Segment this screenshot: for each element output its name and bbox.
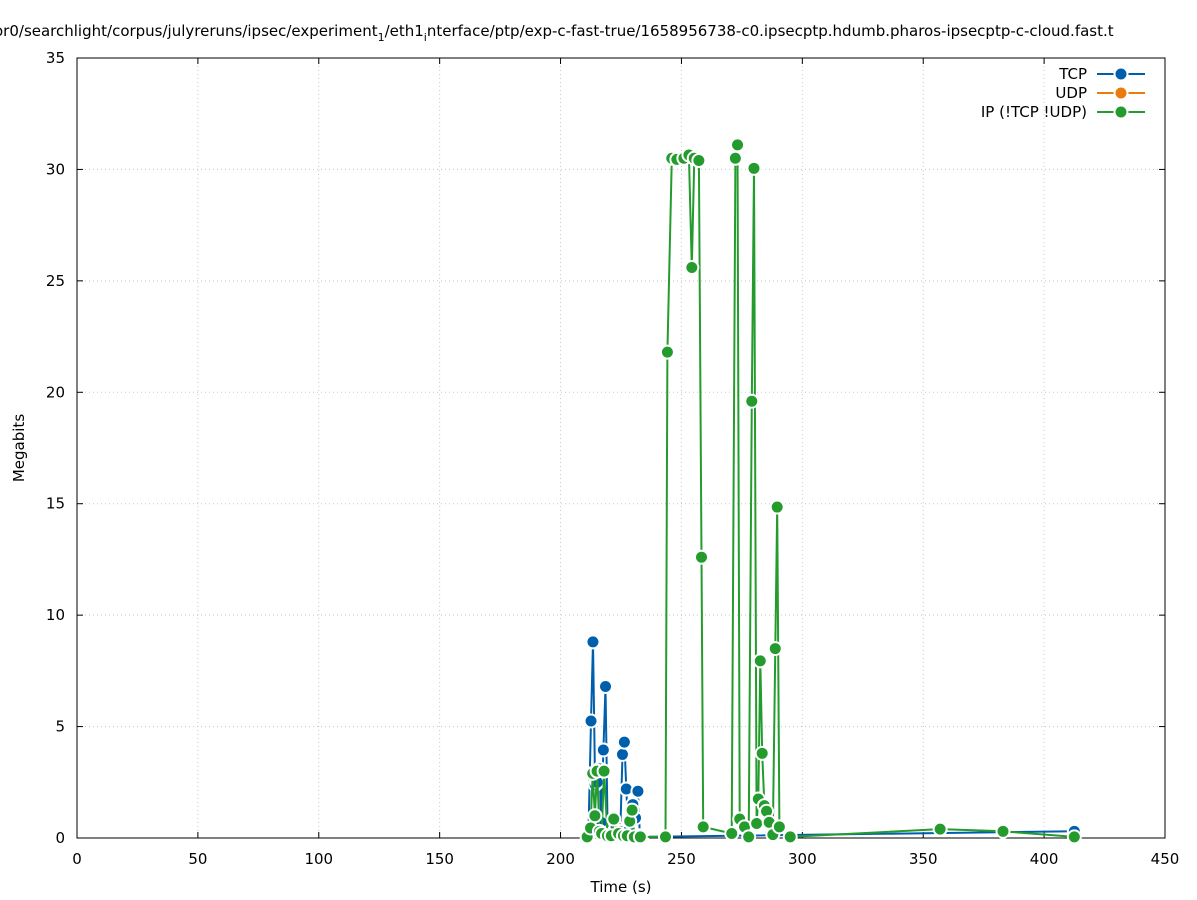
data-point: [583, 713, 599, 729]
data-point: [585, 634, 601, 650]
plot-frame: [76, 57, 1166, 839]
data-point: [727, 150, 743, 166]
series-line: [587, 640, 1075, 838]
series-0: [580, 634, 1082, 845]
data-point: [630, 783, 646, 799]
data-point: [1066, 829, 1082, 845]
y-tick-label: 25: [46, 272, 65, 290]
x-axis-label: Time (s): [590, 878, 652, 896]
data-point: [767, 641, 783, 657]
data-point: [684, 259, 700, 275]
data-point: [730, 137, 746, 153]
data-point: [632, 829, 648, 845]
series-2: [579, 137, 1082, 845]
y-tick-label: 35: [46, 49, 65, 67]
title-mid: /eth1: [385, 22, 424, 40]
x-tick-label: 250: [667, 850, 696, 868]
data-point: [598, 678, 614, 694]
x-tick-label: 200: [546, 850, 575, 868]
data-point: [691, 153, 707, 169]
title-main: or0/searchlight/corpus/julyreruns/ipsec/…: [0, 22, 378, 40]
data-point: [616, 734, 632, 750]
x-tick-label: 350: [909, 850, 938, 868]
data-point: [995, 823, 1011, 839]
data-point: [932, 821, 948, 837]
x-tick-label: 100: [304, 850, 333, 868]
data-point: [695, 819, 711, 835]
y-tick-label: 20: [46, 383, 65, 401]
axis-ticks: 0 50 100 150 200 250 300 350 400 450 0 5 10 15 20 25 30 3…: [46, 49, 1179, 868]
data-point: [657, 829, 673, 845]
y-axis-label: Megabits: [10, 414, 28, 482]
legend-marker: [1113, 104, 1129, 120]
data-point: [746, 160, 762, 176]
title-rest: nterface/ptp/exp-c-fast-true/1658956738-…: [427, 22, 1114, 40]
data-point: [769, 499, 785, 515]
x-tick-label: 0: [72, 850, 82, 868]
data-point: [596, 763, 612, 779]
y-tick-label: 15: [46, 495, 65, 513]
y-tick-label: 30: [46, 160, 65, 178]
y-tick-label: 0: [55, 829, 65, 847]
x-tick-label: 300: [788, 850, 817, 868]
x-tick-label: 450: [1151, 850, 1180, 868]
data-point: [724, 826, 740, 842]
series-line: [586, 143, 1075, 838]
legend-label: TCP: [1058, 65, 1087, 83]
legend-marker: [1113, 66, 1129, 82]
data-point: [595, 742, 611, 758]
legend-marker: [1113, 85, 1129, 101]
y-tick-label: 10: [46, 606, 65, 624]
data-point: [694, 549, 710, 565]
data-point: [741, 829, 757, 845]
x-tick-label: 150: [425, 850, 454, 868]
data-point: [624, 802, 640, 818]
chart-title: or0/searchlight/corpus/julyreruns/ipsec/…: [0, 22, 1114, 44]
grid: [77, 58, 1165, 838]
title-sub-1: 1: [378, 31, 385, 44]
x-tick-label: 400: [1030, 850, 1059, 868]
x-tick-label: 50: [188, 850, 207, 868]
legend-label: IP (!TCP !UDP): [981, 103, 1087, 121]
y-tick-label: 5: [55, 718, 65, 736]
series-layer: [579, 137, 1082, 845]
data-point: [754, 745, 770, 761]
data-point: [771, 819, 787, 835]
data-point: [587, 808, 603, 824]
title-sub-2: i: [424, 31, 427, 44]
data-point: [782, 829, 798, 845]
data-point: [749, 816, 765, 832]
data-point: [659, 344, 675, 360]
data-point: [614, 746, 630, 762]
legend-label: UDP: [1055, 84, 1087, 102]
data-point: [744, 393, 760, 409]
data-point: [606, 811, 622, 827]
data-point: [752, 653, 768, 669]
